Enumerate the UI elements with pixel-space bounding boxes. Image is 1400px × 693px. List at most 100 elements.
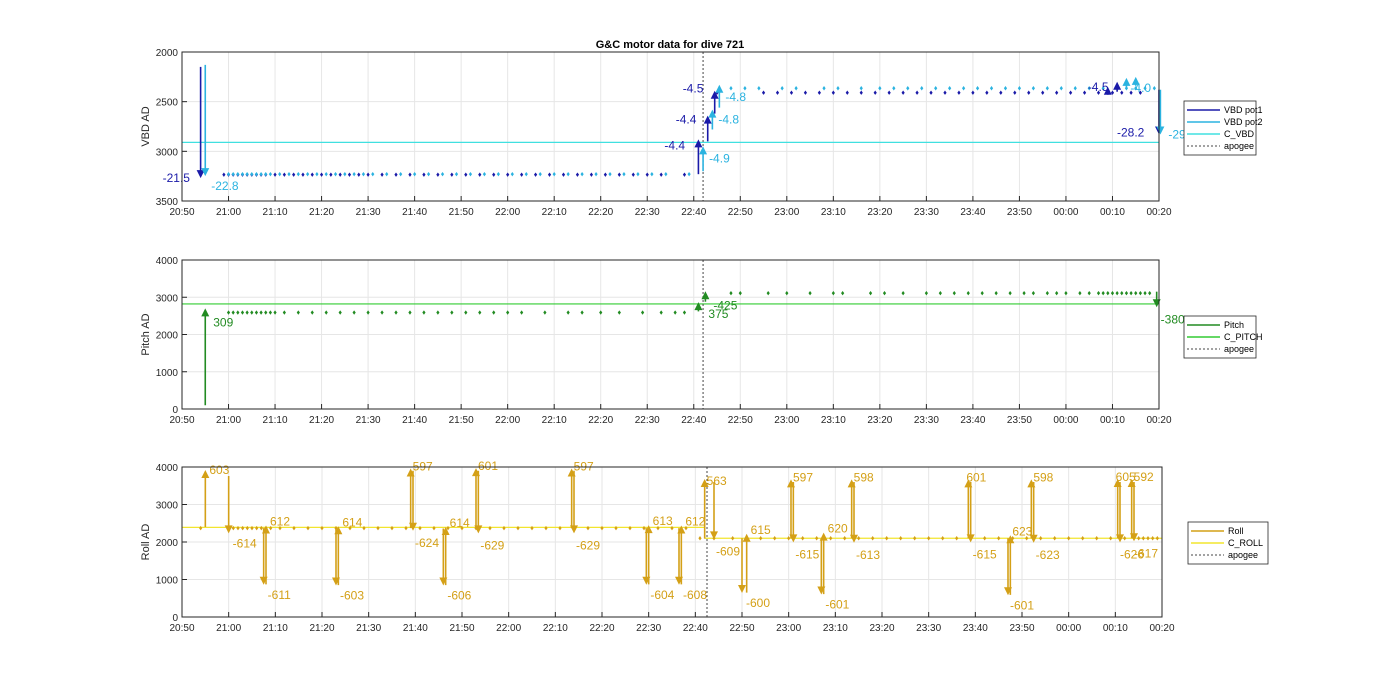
vbd-move-label: -28.2 bbox=[1117, 125, 1145, 139]
vbd-xtick-label: 23:50 bbox=[1007, 207, 1032, 218]
vbd-xtick-label: 23:40 bbox=[960, 207, 985, 218]
vbd-data-point bbox=[831, 90, 835, 95]
vbd-axes-frame bbox=[181, 51, 1160, 202]
vbd-data-point bbox=[1110, 90, 1115, 95]
vbd-data-point bbox=[524, 171, 528, 177]
pitch-xtick-label: 23:00 bbox=[774, 415, 799, 426]
roll-data-point bbox=[614, 525, 618, 531]
roll-data-point bbox=[502, 525, 506, 531]
vbd-xtick-label: 21:50 bbox=[449, 207, 474, 218]
pitch-xtick-label: 21:50 bbox=[449, 415, 474, 426]
vbd-legend-label: VBD pot1 bbox=[1224, 105, 1263, 115]
vbd-xtick-label: 21:30 bbox=[356, 207, 381, 218]
roll-data-point bbox=[320, 525, 324, 531]
vbd-data-point bbox=[971, 90, 975, 95]
vbd-data-point bbox=[236, 171, 240, 177]
roll-data-point bbox=[801, 536, 805, 541]
roll-data-point bbox=[250, 525, 254, 531]
vbd-data-point bbox=[329, 172, 333, 177]
roll-data-point bbox=[259, 525, 263, 531]
vbd-plot-area bbox=[182, 52, 1159, 201]
vbd-data-point bbox=[250, 171, 254, 177]
vbd-data-point bbox=[1087, 86, 1091, 91]
roll-ylabel: Roll AD bbox=[140, 524, 152, 561]
roll-data-point bbox=[857, 536, 861, 541]
roll-move-label: -626 bbox=[1120, 547, 1144, 561]
vbd-data-point bbox=[1045, 86, 1049, 91]
vbd-data-point bbox=[282, 172, 286, 177]
vbd-data-point bbox=[892, 86, 896, 91]
roll-motor-move-head bbox=[570, 525, 578, 534]
vbd-data-point bbox=[268, 171, 272, 177]
roll-move-label: 563 bbox=[707, 474, 727, 488]
pitch-data-point bbox=[1045, 290, 1049, 296]
roll-data-point bbox=[1151, 536, 1155, 541]
vbd-legend-label: C_VBD bbox=[1224, 129, 1255, 139]
pitch-data-point bbox=[236, 310, 240, 315]
vbd-data-point bbox=[687, 171, 691, 177]
pitch-data-point bbox=[882, 290, 887, 296]
vbd-data-point bbox=[352, 171, 356, 177]
roll-data-point bbox=[1039, 536, 1043, 541]
vbd-data-point bbox=[794, 86, 798, 91]
pitch-data-point bbox=[506, 310, 510, 315]
vbd-data-point bbox=[333, 171, 338, 177]
pitch-motor-move-head bbox=[694, 302, 703, 311]
vbd-xtick-label: 22:00 bbox=[495, 207, 520, 218]
vbd-data-point bbox=[464, 172, 468, 177]
vbd-data-point bbox=[803, 90, 808, 95]
vbd-xtick-label: 00:20 bbox=[1146, 207, 1171, 218]
roll-motor-move-head bbox=[789, 534, 798, 543]
roll-data-point bbox=[1146, 536, 1150, 541]
vbd-data-point bbox=[338, 172, 342, 177]
vbd-move-label: -22.8 bbox=[211, 179, 239, 193]
roll-motor-move-head bbox=[710, 531, 718, 540]
vbd-data-point bbox=[422, 172, 426, 177]
pitch-legend-label: apogee bbox=[1224, 344, 1254, 354]
pitch-data-point bbox=[938, 290, 942, 296]
pitch-legend-label: Pitch bbox=[1224, 320, 1244, 330]
roll-data-point bbox=[446, 525, 450, 531]
vbd-data-point bbox=[552, 171, 556, 177]
vbd-motor-move-head bbox=[201, 168, 210, 177]
vbd-data-point bbox=[915, 90, 919, 95]
vbd-data-point bbox=[594, 171, 598, 177]
vbd-data-point bbox=[603, 172, 607, 177]
vbd-data-point bbox=[454, 171, 459, 177]
roll-data-point bbox=[955, 536, 959, 541]
pitch-data-point bbox=[492, 310, 496, 315]
pitch-data-point bbox=[1138, 290, 1142, 296]
roll-data-point bbox=[759, 536, 763, 541]
roll-data-point bbox=[684, 525, 688, 531]
roll-legend-label: apogee bbox=[1228, 550, 1258, 560]
vbd-data-point bbox=[836, 86, 840, 91]
pitch-xtick-label: 23:10 bbox=[821, 415, 846, 426]
roll-xtick-label: 21:50 bbox=[449, 623, 474, 634]
vbd-move-label: -29 bbox=[1168, 127, 1186, 141]
pitch-xtick-label: 22:30 bbox=[635, 415, 660, 426]
vbd-data-point bbox=[1041, 90, 1045, 95]
roll-legend-label: Roll bbox=[1228, 526, 1244, 536]
pitch-data-point bbox=[1106, 290, 1110, 296]
vbd-data-point bbox=[264, 171, 268, 177]
roll-data-point bbox=[698, 536, 702, 541]
vbd-data-point bbox=[296, 171, 300, 177]
vbd-data-point bbox=[492, 172, 496, 177]
roll-move-label: 597 bbox=[793, 470, 813, 484]
vbd-data-point bbox=[682, 172, 687, 177]
vbd-data-point bbox=[631, 172, 635, 177]
vbd-data-point bbox=[347, 172, 352, 177]
vbd-data-point bbox=[943, 90, 947, 95]
pitch-data-point bbox=[543, 310, 547, 315]
roll-motor-move-head bbox=[738, 585, 746, 593]
vbd-motor-move-head bbox=[699, 146, 708, 155]
pitch-motor-move-head bbox=[701, 291, 710, 300]
roll-motor-move-head bbox=[441, 527, 450, 535]
pitch-data-point bbox=[682, 310, 687, 315]
vbd-data-point bbox=[1003, 86, 1008, 91]
roll-ytick-label: 1000 bbox=[156, 576, 179, 587]
roll-data-point bbox=[1025, 536, 1029, 541]
vbd-motor-move-head bbox=[708, 109, 717, 118]
roll-xtick-label: 21:20 bbox=[309, 623, 334, 634]
